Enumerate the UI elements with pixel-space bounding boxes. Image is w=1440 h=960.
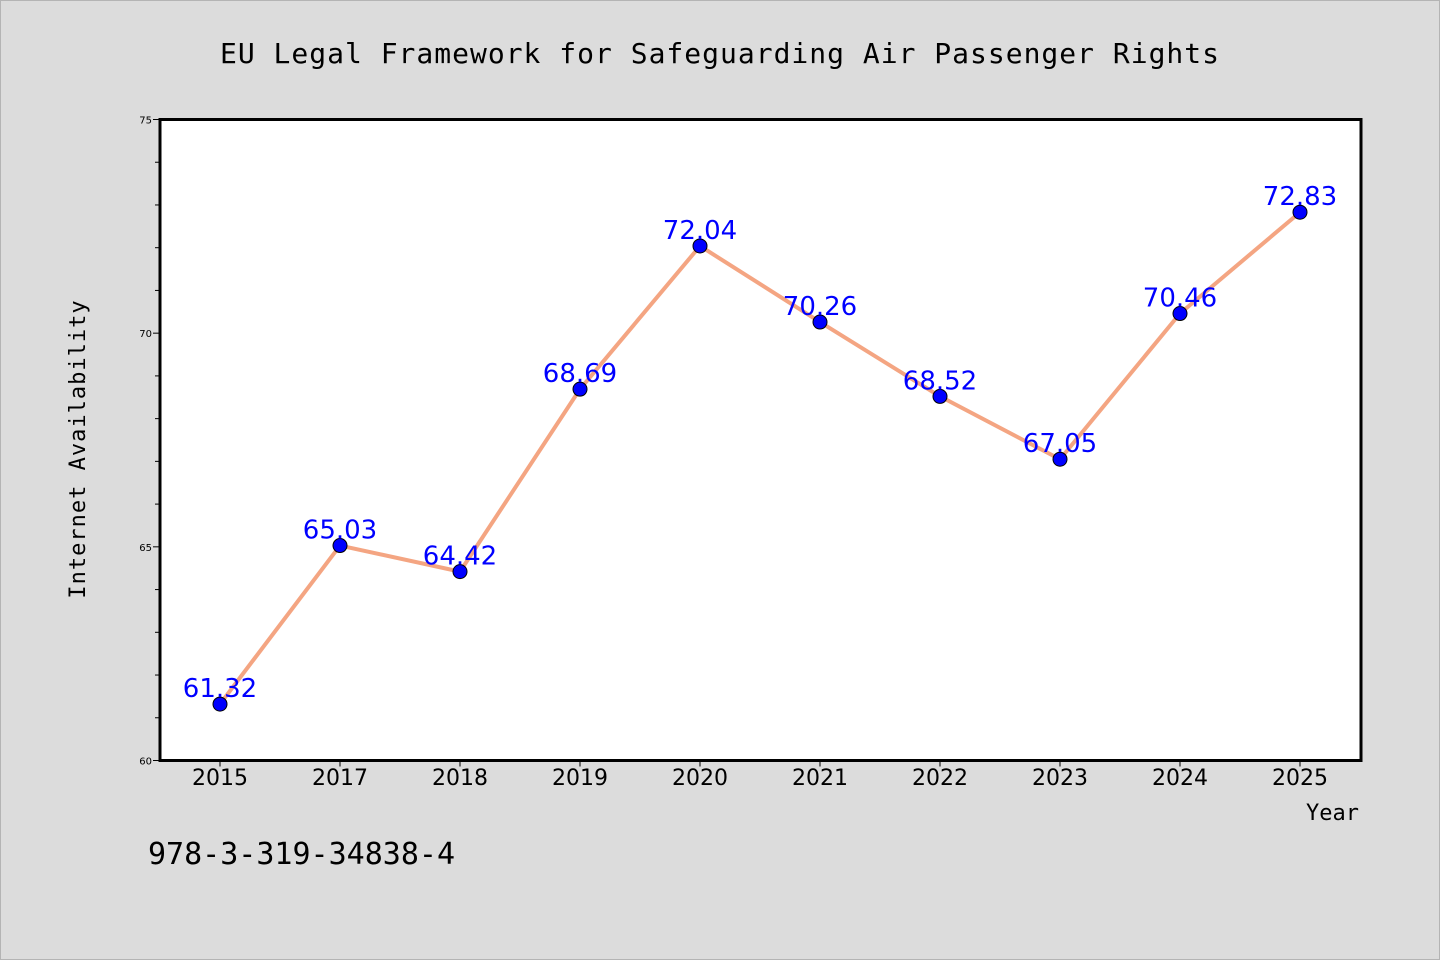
y-tick-label: 65 [139, 543, 152, 554]
data-label: 67.05 [1023, 429, 1097, 459]
x-tick-label: 2021 [792, 766, 848, 791]
data-point [812, 314, 828, 330]
x-tick-label: 2022 [912, 766, 968, 791]
series-line [218, 210, 1302, 707]
x-tick-label: 2017 [312, 766, 368, 791]
y-axis-label: Internet Availability [66, 299, 91, 598]
y-axis: 60 65 70 75 [139, 116, 160, 768]
data-point [1172, 306, 1188, 322]
data-label: 61.32 [183, 674, 257, 704]
plot-area [158, 118, 1363, 762]
data-point [1292, 204, 1308, 220]
data-point [452, 564, 468, 580]
data-label: 64.42 [423, 542, 497, 572]
y-tick-label: 60 [139, 757, 152, 768]
x-tick-label: 2015 [192, 766, 248, 791]
x-tick-label: 2025 [1272, 766, 1328, 791]
data-label: 70.26 [783, 292, 857, 322]
x-tick-label: 2024 [1152, 766, 1208, 791]
data-point [332, 538, 348, 554]
data-label: 72.04 [663, 216, 737, 246]
x-tick-label: 2020 [672, 766, 728, 791]
data-point [932, 388, 948, 404]
data-label: 65.03 [303, 516, 377, 546]
data-point [692, 238, 708, 254]
data-label: 68.52 [903, 366, 977, 396]
data-labels-layer: 61.32 65.03 64.42 68.69 72.04 70.26 68.52 67.05… [183, 182, 1337, 704]
x-tick-label: 2018 [432, 766, 488, 791]
x-axis-label: Year [1306, 801, 1359, 826]
data-label: 68.69 [543, 359, 617, 389]
x-axis: 2015 2017 2018 2019 2020 2021 2022 2023 2024 2025 [192, 760, 1328, 791]
data-point [212, 696, 228, 712]
data-label: 70.46 [1143, 284, 1217, 314]
series-layer [212, 204, 1308, 712]
footnote-isbn: 978-3-319-34838-4 [148, 837, 455, 872]
x-tick-label: 2023 [1032, 766, 1088, 791]
data-point [572, 381, 588, 397]
x-tick-label: 2019 [552, 766, 608, 791]
y-tick-label: 70 [139, 329, 152, 340]
data-label: 72.83 [1263, 182, 1337, 212]
chart-title: EU Legal Framework for Safeguarding Air … [220, 37, 1220, 70]
y-tick-label: 75 [139, 116, 152, 127]
data-point [1052, 451, 1068, 467]
